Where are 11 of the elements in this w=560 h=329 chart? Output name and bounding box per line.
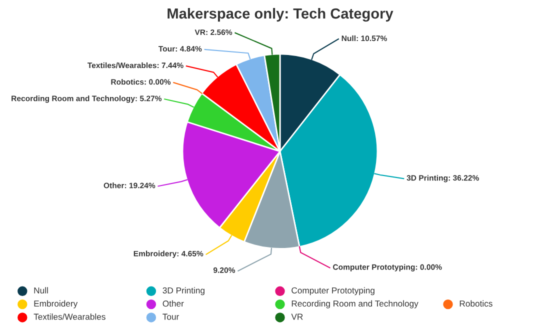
legend-label: Computer Prototyping: [292, 287, 374, 296]
legend-label: VR: [291, 314, 303, 320]
legend-label: Null: [34, 287, 48, 294]
legend-label: Embroidery: [34, 300, 78, 308]
legend-label: Robotics: [460, 300, 492, 307]
legend-label: Tour: [162, 314, 180, 320]
legend-label: 3D Printing: [162, 287, 204, 296]
legend-label: Recording Room and Technology: [292, 300, 418, 308]
chart-title: Makerspace only: Tech Category: [168, 8, 394, 22]
legend-label: Textiles/Wearables: [34, 313, 106, 320]
legend-label: Other: [162, 300, 184, 307]
